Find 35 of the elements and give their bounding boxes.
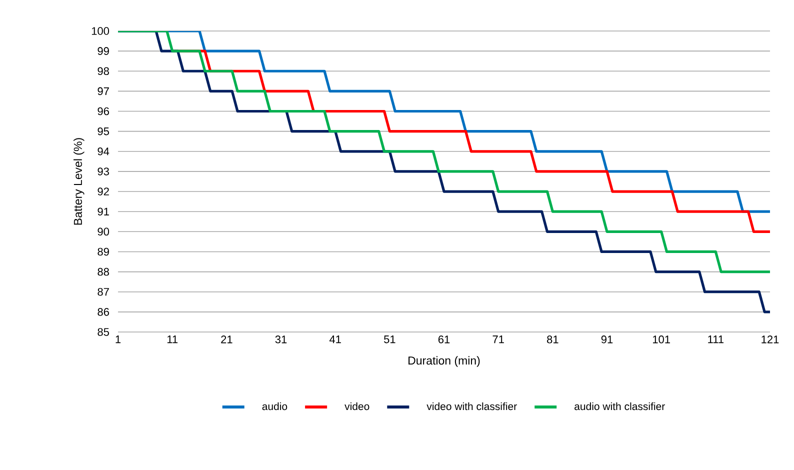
- x-tick-label: 31: [275, 336, 287, 344]
- y-tick-label: 94: [98, 148, 110, 156]
- y-tick-label: 98: [98, 67, 109, 76]
- x-tick-label: 91: [601, 336, 613, 344]
- y-tick-label: 88: [98, 268, 109, 276]
- legend-label: audio with classifier: [574, 402, 665, 410]
- x-tick-label: 21: [221, 336, 232, 344]
- legend-label: video with classifier: [426, 402, 517, 410]
- x-tick-label: 41: [329, 336, 341, 344]
- y-tick-label: 89: [98, 248, 109, 256]
- y-tick-label: 86: [98, 308, 109, 316]
- y-tick-label: 93: [98, 168, 109, 176]
- legend-label: video: [344, 402, 370, 410]
- x-tick-label: 51: [384, 336, 396, 344]
- x-tick-label: 111: [708, 336, 724, 344]
- x-axis-title: Duration (min): [408, 356, 480, 367]
- y-tick-label: 95: [98, 127, 110, 136]
- y-tick-label: 90: [98, 228, 110, 236]
- y-tick-label: 92: [98, 188, 109, 196]
- legend-label: audio: [262, 402, 288, 410]
- y-tick-label: 96: [98, 107, 109, 116]
- y-tick-label: 99: [98, 47, 109, 55]
- y-tick-label: 100: [92, 27, 110, 35]
- y-tick-label: 85: [98, 328, 110, 336]
- y-tick-label: 91: [98, 208, 109, 216]
- x-tick-label: 121: [762, 336, 779, 344]
- y-tick-label: 97: [98, 87, 109, 96]
- x-tick-label: 61: [438, 336, 450, 344]
- x-tick-label: 1: [116, 336, 121, 344]
- x-tick-label: 81: [547, 336, 558, 344]
- y-tick-label: 87: [98, 288, 109, 296]
- y-axis-title: Battery Level (%): [74, 138, 84, 225]
- x-tick-label: 101: [652, 336, 670, 344]
- x-tick-label: 71: [492, 336, 504, 344]
- x-tick-label: 11: [167, 336, 178, 344]
